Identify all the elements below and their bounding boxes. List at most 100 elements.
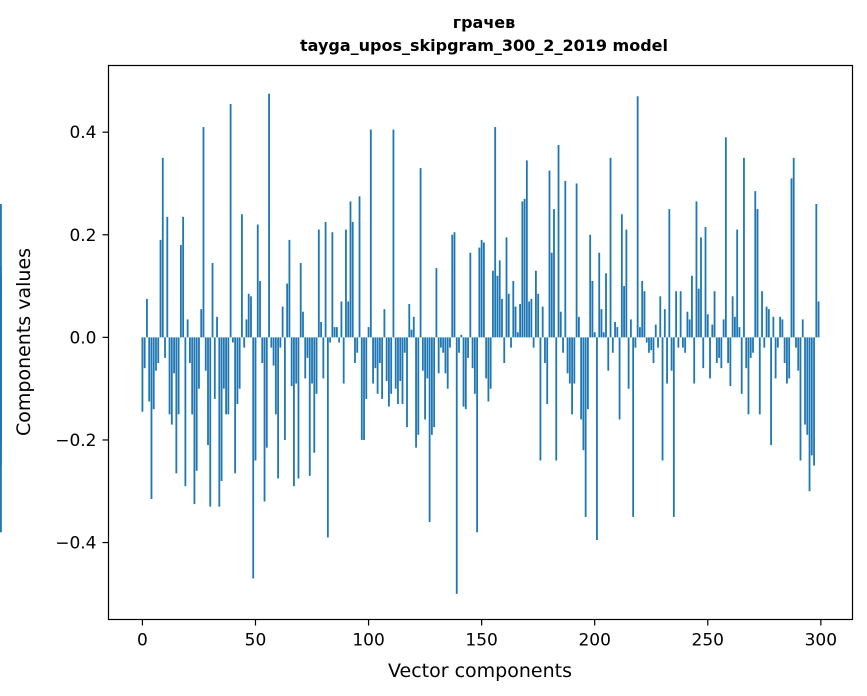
bar: [480, 239, 483, 338]
bar: [498, 260, 501, 338]
bar: [155, 337, 157, 371]
bar: [485, 337, 488, 379]
bar: [189, 337, 191, 364]
bar: [602, 332, 605, 338]
bar: [706, 314, 709, 338]
bar: [0, 291, 2, 338]
bar: [179, 245, 182, 338]
bar: [399, 337, 402, 381]
bar: [704, 227, 707, 338]
bar: [758, 337, 761, 415]
bar: [657, 337, 659, 348]
x-tick-label: 200: [578, 631, 610, 651]
bar: [247, 293, 250, 338]
bar: [141, 337, 144, 412]
bar: [765, 306, 768, 338]
bar: [770, 337, 772, 446]
bar: [220, 337, 223, 481]
bar: [566, 337, 569, 374]
bar: [243, 337, 246, 348]
bar: [582, 337, 585, 451]
bar: [354, 337, 356, 364]
bar: [799, 337, 802, 461]
bar: [700, 237, 702, 338]
bar: [317, 229, 320, 338]
bar: [740, 337, 743, 394]
bar: [333, 327, 336, 338]
bar: [261, 337, 264, 364]
bar: [616, 327, 619, 338]
bar: [415, 337, 417, 448]
bar: [779, 316, 782, 338]
bar: [193, 337, 196, 505]
x-tick-label: 0: [137, 631, 148, 651]
bar: [410, 329, 413, 338]
bar: [426, 337, 429, 379]
bar: [0, 337, 2, 399]
bar: [684, 337, 687, 353]
bar: [713, 291, 716, 338]
bar: [774, 337, 777, 379]
bar: [428, 337, 431, 523]
bar: [559, 311, 562, 338]
bar: [476, 337, 479, 533]
bar: [279, 337, 282, 348]
bar: [537, 293, 540, 338]
bar: [159, 239, 162, 338]
bar: [270, 337, 273, 348]
bar: [342, 337, 345, 384]
bar: [464, 337, 467, 410]
bar: [177, 337, 180, 415]
bar: [367, 327, 370, 338]
bar: [781, 319, 784, 338]
bar: [688, 319, 691, 338]
bar: [295, 337, 298, 384]
bar: [530, 298, 533, 338]
bar: [157, 337, 160, 364]
y-tick-label: −0.2: [55, 431, 96, 451]
bar: [143, 337, 146, 369]
chart-subtitle: tayga_upos_skipgram_300_2_2019 model: [300, 36, 668, 55]
bar: [763, 337, 766, 348]
bar: [417, 337, 420, 435]
bar: [256, 224, 259, 338]
bar: [749, 337, 752, 358]
bar: [403, 337, 406, 353]
bar: [573, 337, 576, 384]
bar: [453, 232, 456, 338]
bar: [501, 298, 503, 338]
bar: [290, 337, 293, 387]
bar: [609, 157, 612, 338]
bar: [385, 337, 388, 381]
bar: [460, 334, 463, 338]
bar: [478, 247, 481, 338]
bar: [767, 309, 770, 338]
bar: [503, 337, 506, 364]
bar: [632, 337, 635, 517]
x-axis-label: Vector components: [388, 660, 572, 682]
bar: [182, 216, 185, 338]
bar: [492, 270, 494, 338]
bar: [645, 337, 648, 343]
bar: [776, 337, 779, 348]
bar: [268, 93, 270, 338]
bar: [419, 168, 422, 338]
bar: [718, 337, 720, 358]
bar: [792, 157, 795, 338]
bar: [532, 337, 535, 348]
bar: [392, 129, 395, 338]
bar: [152, 337, 155, 410]
bar: [643, 291, 646, 338]
plot-frame: [107, 64, 854, 621]
bar: [596, 337, 598, 540]
bar: [607, 337, 610, 371]
bar: [216, 316, 218, 338]
bar: [731, 296, 734, 338]
bar: [783, 337, 786, 364]
bar: [729, 337, 732, 387]
bar: [611, 337, 614, 353]
bar: [462, 337, 465, 407]
bar: [693, 337, 696, 384]
bar: [186, 319, 189, 338]
bar: [148, 337, 151, 402]
